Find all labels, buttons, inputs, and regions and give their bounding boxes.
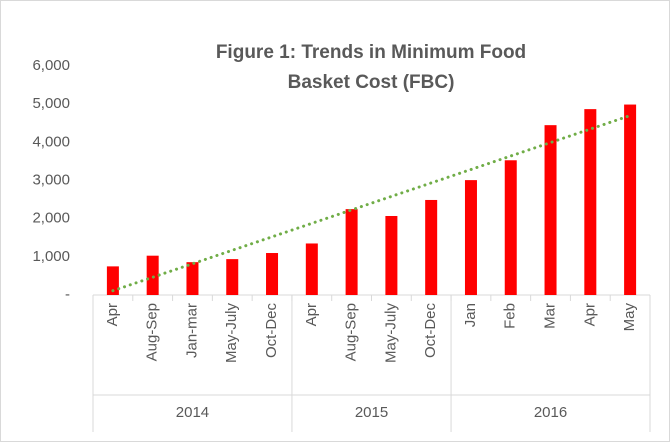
bar	[584, 109, 597, 296]
bar	[425, 199, 438, 295]
bar	[544, 125, 557, 296]
group-label: 2014	[176, 404, 209, 421]
bar	[146, 255, 159, 295]
x-tick-label: May-July	[382, 303, 399, 364]
x-tick-label: Jan	[462, 303, 479, 327]
x-tick-label: May	[621, 303, 638, 332]
bar	[266, 253, 279, 295]
x-tick-label: Feb	[502, 303, 519, 329]
x-tick-label: Jan-mar	[183, 303, 200, 358]
y-tick-label: 4,000	[32, 133, 70, 150]
x-tick-label: Oct-Dec	[422, 303, 439, 359]
bar	[226, 259, 239, 295]
y-tick-label: 3,000	[32, 171, 70, 188]
chart-title: Figure 1: Trends in Minimum Food Basket …	[215, 42, 527, 93]
bar	[504, 160, 517, 295]
x-tick-label: Aug-Sep	[144, 303, 161, 361]
y-tick-label: -	[65, 286, 70, 303]
bar	[106, 266, 119, 295]
x-tick-label: Apr	[581, 303, 598, 326]
x-tick-label: Oct-Dec	[263, 303, 280, 359]
bar	[345, 209, 358, 295]
y-tick-label: 6,000	[32, 57, 70, 74]
x-tick-label: Mar	[542, 303, 559, 329]
group-label: 2015	[355, 404, 388, 421]
x-tick-label: May-July	[223, 303, 240, 364]
bar	[385, 215, 398, 295]
y-tick-label: 1,000	[32, 248, 70, 265]
x-tick-label: Apr	[303, 303, 320, 326]
y-tick-label: 5,000	[32, 95, 70, 112]
group-label: 2016	[534, 404, 567, 421]
y-tick-label: 2,000	[32, 210, 70, 227]
bar	[464, 180, 477, 295]
x-tick-label: Aug-Sep	[343, 303, 360, 361]
bar	[186, 262, 199, 295]
x-tick-label: Apr	[104, 303, 121, 326]
bar	[624, 104, 637, 295]
bar	[305, 243, 318, 295]
trendline	[111, 114, 632, 293]
